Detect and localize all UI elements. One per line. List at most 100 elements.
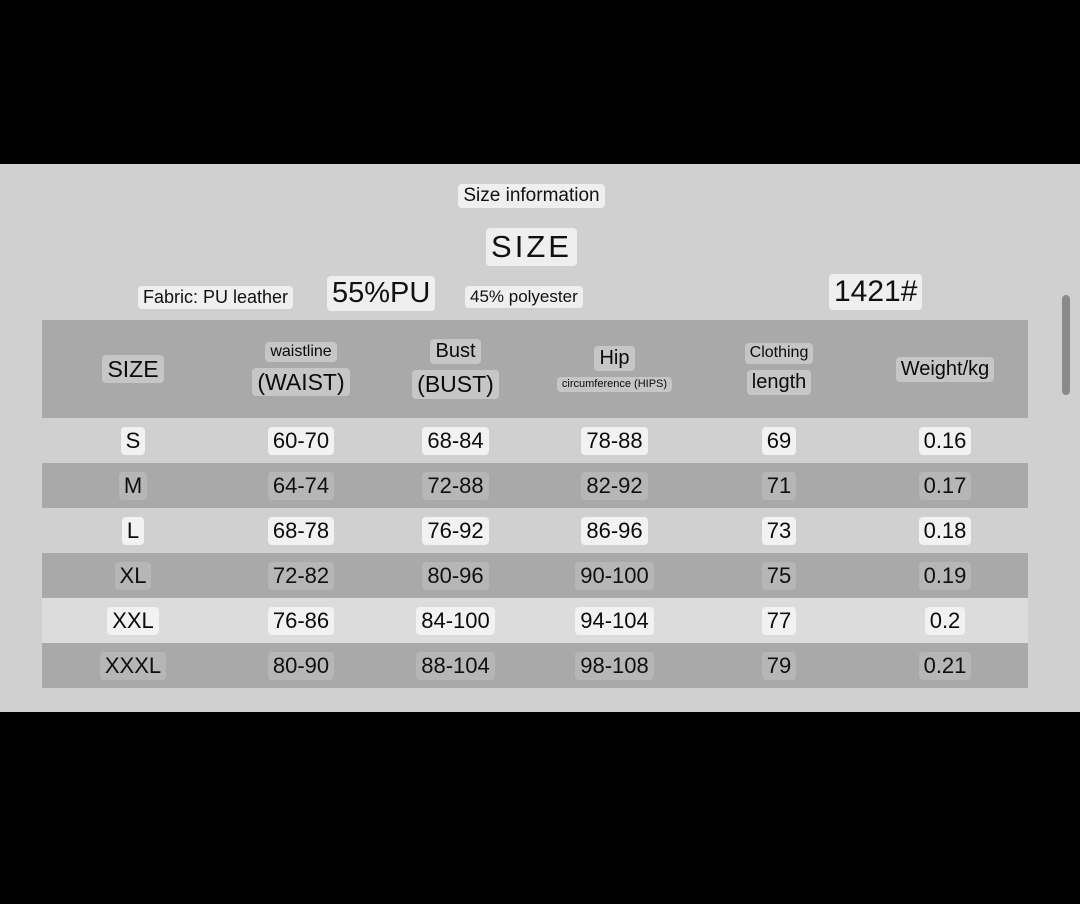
header-weight-label: Weight/kg [895, 356, 995, 382]
cell-waist: 72-82 [224, 553, 378, 598]
cell-length: 79 [696, 643, 862, 688]
cell-length-text: 75 [761, 561, 797, 590]
cell-size: XL [42, 553, 224, 598]
cell-size: L [42, 508, 224, 553]
cell-weight: 0.16 [862, 418, 1028, 463]
cell-size: S [42, 418, 224, 463]
cell-waist: 68-78 [224, 508, 378, 553]
cell-weight: 0.21 [862, 643, 1028, 688]
header-hip-sub-label: circumference (HIPS) [556, 377, 673, 392]
table-row: L 68-78 76-92 86-96 73 0.18 [42, 508, 1028, 553]
cell-waist: 60-70 [224, 418, 378, 463]
fabric-label: Fabric: PU leather [138, 286, 294, 309]
cell-length-text: 69 [761, 426, 797, 455]
fabric-pu-percent-text: 55%PU [327, 276, 436, 311]
header-bust-top-label: Bust [430, 339, 481, 365]
cell-weight: 0.19 [862, 553, 1028, 598]
cell-weight-text: 0.2 [924, 606, 966, 635]
cell-hip: 86-96 [533, 508, 696, 553]
header-cell-hip: Hip circumference (HIPS) [533, 320, 696, 418]
cell-size-text: XL [114, 561, 152, 590]
header-waist-label: (WAIST) [252, 367, 350, 397]
cell-waist: 64-74 [224, 463, 378, 508]
fabric-polyester-percent: 45% polyester [465, 286, 583, 308]
cell-size-text: L [121, 516, 145, 545]
cell-waist-text: 72-82 [267, 561, 335, 590]
cell-length-text: 79 [761, 651, 797, 680]
cell-hip-text: 90-100 [575, 561, 654, 590]
cell-weight-text: 0.18 [918, 516, 972, 545]
cell-length: 77 [696, 598, 862, 643]
cell-size-text: XXXL [99, 651, 167, 680]
cell-weight-text: 0.17 [918, 471, 972, 500]
fabric-polyester-percent-text: 45% polyester [465, 286, 583, 308]
cell-weight-text: 0.19 [918, 561, 972, 590]
header-cell-waist: waistline (WAIST) [224, 320, 378, 418]
cell-waist-text: 80-90 [267, 651, 335, 680]
table-body: S 60-70 68-84 78-88 69 0.16 M 64-74 72-8… [42, 418, 1028, 688]
cell-bust-text: 84-100 [416, 606, 495, 635]
size-heading-text: SIZE [486, 228, 577, 266]
cell-bust-text: 72-88 [422, 471, 489, 500]
cell-length: 75 [696, 553, 862, 598]
size-information-title: Size information [0, 184, 1063, 208]
cell-weight: 0.17 [862, 463, 1028, 508]
cell-waist-text: 68-78 [267, 516, 335, 545]
cell-size-text: S [120, 426, 146, 455]
header-clothing-label: Clothing [744, 343, 814, 364]
table-row: XL 72-82 80-96 90-100 75 0.19 [42, 553, 1028, 598]
size-heading: SIZE [0, 228, 1063, 266]
fabric-info-row: Fabric: PU leather 55%PU 45% polyester 1… [0, 274, 1063, 314]
cell-waist-text: 64-74 [267, 471, 335, 500]
fabric-label-text: Fabric: PU leather [138, 286, 294, 309]
cell-hip-text: 86-96 [581, 516, 648, 545]
style-code: 1421# [829, 274, 923, 310]
header-cell-weight: Weight/kg [862, 320, 1028, 418]
cell-hip-text: 98-108 [575, 651, 654, 680]
cell-bust-text: 68-84 [422, 426, 489, 455]
cell-length-text: 77 [761, 606, 797, 635]
cell-hip-text: 78-88 [581, 426, 648, 455]
cell-bust-text: 80-96 [422, 561, 489, 590]
cell-waist: 80-90 [224, 643, 378, 688]
style-code-text: 1421# [829, 274, 923, 310]
table-row: XXL 76-86 84-100 94-104 77 0.2 [42, 598, 1028, 643]
table-header: SIZE waistline (WAIST) Bust (BUST) [42, 320, 1028, 418]
cell-bust: 84-100 [378, 598, 533, 643]
cell-size-text: XXL [107, 606, 159, 635]
scrollbar-thumb[interactable] [1062, 295, 1070, 395]
size-chart-table: SIZE waistline (WAIST) Bust (BUST) [42, 320, 1028, 688]
header-cell-size: SIZE [42, 320, 224, 418]
cell-weight-text: 0.16 [918, 426, 972, 455]
cell-hip: 82-92 [533, 463, 696, 508]
cell-size: XXL [42, 598, 224, 643]
table-header-row: SIZE waistline (WAIST) Bust (BUST) [42, 320, 1028, 418]
header-bust-label: (BUST) [412, 370, 499, 399]
size-information-title-text: Size information [458, 184, 605, 208]
cell-hip: 90-100 [533, 553, 696, 598]
cell-weight: 0.2 [862, 598, 1028, 643]
fabric-pu-percent: 55%PU [327, 276, 436, 311]
cell-hip: 78-88 [533, 418, 696, 463]
cell-length: 73 [696, 508, 862, 553]
cell-hip: 98-108 [533, 643, 696, 688]
cell-length-text: 73 [761, 516, 797, 545]
header-length-label: length [746, 369, 812, 395]
cell-waist-text: 76-86 [267, 606, 335, 635]
cell-bust: 72-88 [378, 463, 533, 508]
cell-hip-text: 94-104 [575, 606, 654, 635]
cell-weight-text: 0.21 [918, 651, 972, 680]
header-size-label: SIZE [102, 354, 164, 384]
cell-length-text: 71 [761, 471, 797, 500]
size-chart-content: Size information SIZE Fabric: PU leather… [0, 164, 1080, 712]
cell-bust: 80-96 [378, 553, 533, 598]
cell-size-text: M [118, 471, 148, 500]
vertical-scrollbar[interactable] [1062, 164, 1070, 712]
header-cell-length: Clothing length [696, 320, 862, 418]
cell-size: M [42, 463, 224, 508]
header-hip-top-label: Hip [594, 346, 635, 372]
header-cell-bust: Bust (BUST) [378, 320, 533, 418]
table-row: S 60-70 68-84 78-88 69 0.16 [42, 418, 1028, 463]
table-row: XXXL 80-90 88-104 98-108 79 0.21 [42, 643, 1028, 688]
